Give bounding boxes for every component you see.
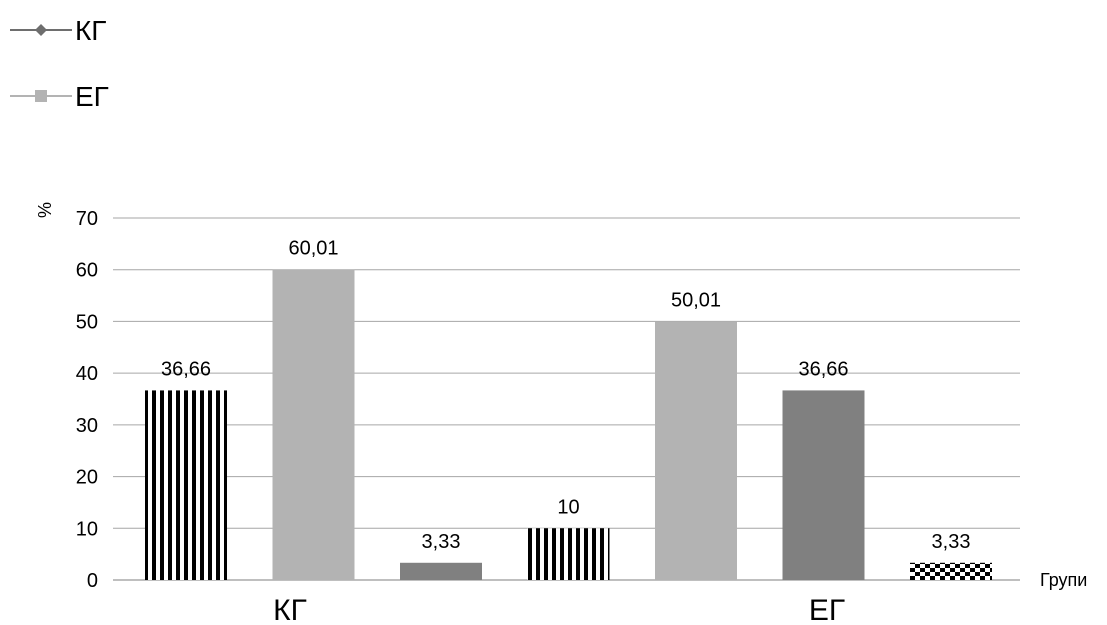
- y-axis-label: %: [35, 202, 55, 218]
- bars: [145, 269, 992, 580]
- legend-label-eg: ЕГ: [75, 81, 109, 112]
- bar: [527, 528, 610, 580]
- bar-value-label: 50,01: [671, 289, 721, 311]
- y-tick-label: 20: [76, 467, 98, 489]
- bar-value-label: 3,33: [422, 531, 461, 553]
- legend-eg-square-marker: [35, 90, 47, 102]
- bar-value-label: 36,66: [798, 358, 848, 380]
- y-tick-label: 10: [76, 518, 98, 540]
- bar: [782, 390, 865, 580]
- gridlines: [113, 217, 1020, 581]
- y-tick-label: 70: [76, 208, 98, 230]
- bar-value-labels: 36,66 60,01 3,33 10 50,01 36,66 3,33: [161, 238, 971, 553]
- legend-item-eg: ЕГ: [10, 81, 109, 112]
- legend-item-kg: КГ: [10, 15, 106, 46]
- x-axis-label: Групи: [1040, 570, 1087, 590]
- bar: [910, 562, 992, 580]
- y-tick-label: 0: [87, 570, 98, 592]
- bar-value-label: 10: [557, 496, 579, 518]
- chart-legend: КГ ЕГ: [10, 15, 109, 112]
- x-group-label: КГ: [273, 594, 307, 625]
- x-group-label: ЕГ: [809, 594, 845, 625]
- bar-value-label: 36,66: [161, 358, 211, 380]
- y-tick-label: 50: [76, 311, 98, 333]
- legend-kg-diamond-marker: [35, 24, 47, 36]
- bar-value-label: 60,01: [288, 238, 338, 260]
- bar-value-label: 3,33: [932, 531, 971, 553]
- y-tick-label: 40: [76, 363, 98, 385]
- bar: [655, 321, 737, 580]
- x-axis-groups: КГ ЕГ: [273, 594, 845, 625]
- legend-label-kg: КГ: [75, 15, 106, 46]
- y-axis-ticks: 0 10 20 30 40 50 60 70: [76, 208, 98, 592]
- bar: [400, 562, 482, 580]
- y-tick-label: 30: [76, 415, 98, 437]
- bar: [145, 390, 227, 580]
- bar: [272, 269, 355, 580]
- y-tick-label: 60: [76, 260, 98, 282]
